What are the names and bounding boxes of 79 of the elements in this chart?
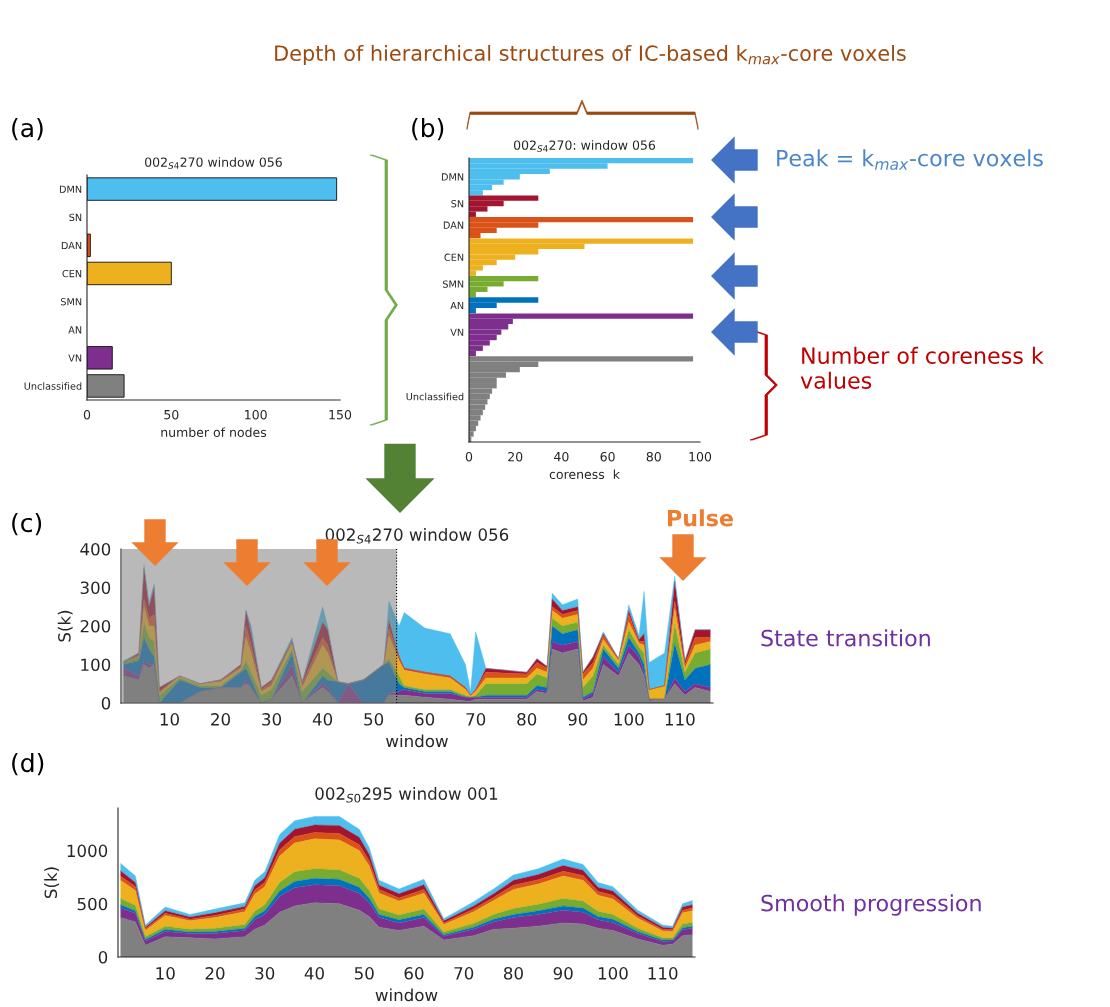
y-tick-label: DAN xyxy=(61,241,82,250)
text: State transition xyxy=(761,629,930,647)
x-axis-title: window xyxy=(375,988,438,1002)
x-tick-label: 40 xyxy=(312,713,333,726)
y-tick-label: 1000 xyxy=(67,844,108,858)
y-tick-label: 0 xyxy=(101,696,111,710)
x-tick-label: 60 xyxy=(404,967,424,980)
y-tick-label: Unclassified xyxy=(24,382,82,390)
text: Peak = k$_{max}$-core voxels xyxy=(777,149,1043,170)
y-tick-label: CEN xyxy=(444,253,464,261)
x-tick-label: 60 xyxy=(415,713,435,726)
x-tick-label: 70 xyxy=(454,967,474,980)
y-tick-label: DAN xyxy=(443,221,464,229)
x-tick-label: 100 xyxy=(614,713,644,726)
x-tick-label: 50 xyxy=(364,713,384,726)
x-tick-label: 100 xyxy=(245,409,267,420)
x-tick-label: 20 xyxy=(205,967,225,980)
text: Number of coreness k values xyxy=(800,346,1044,389)
y-tick-label: 300 xyxy=(80,581,111,595)
x-tick-label: 150 xyxy=(329,409,352,420)
x-tick-label: 110 xyxy=(665,713,695,726)
text: (b) xyxy=(412,117,444,141)
x-tick-label: 80 xyxy=(646,451,661,462)
x-tick-label: 60 xyxy=(600,451,615,462)
text: Smooth progression xyxy=(761,894,981,916)
text: (c) xyxy=(12,512,42,536)
y-tick-label: VN xyxy=(68,354,82,362)
x-tick-label: 110 xyxy=(648,967,678,980)
y-tick-label: DMN xyxy=(441,173,464,181)
y-tick-label: SN xyxy=(451,200,464,208)
x-axis-title: coreness k xyxy=(549,469,620,480)
x-tick-label: 40 xyxy=(304,967,324,980)
x-tick-label: 40 xyxy=(554,451,569,462)
bar xyxy=(87,261,172,286)
x-tick-label: 100 xyxy=(598,967,628,980)
x-tick-label: 90 xyxy=(568,713,588,726)
x-tick-label: 10 xyxy=(160,713,179,726)
y-tick-label: SMN xyxy=(60,298,82,306)
x-axis-title: number of nodes xyxy=(161,427,267,438)
text: Depth of hierarchical structures of IC-based k$_{max}$-core voxels xyxy=(275,44,906,66)
y-tick-label: 200 xyxy=(80,619,111,633)
y-tick-label: 500 xyxy=(77,897,108,911)
text: (a) xyxy=(12,117,43,141)
x-axis-title: window xyxy=(386,734,448,748)
x-tick-label: 50 xyxy=(354,967,374,980)
y-axis-title: S(k) xyxy=(44,867,60,899)
x-tick-label: 30 xyxy=(255,967,275,980)
y-tick-label: 0 xyxy=(98,950,108,964)
x-tick-label: 70 xyxy=(466,713,486,726)
y-tick-label: DMN xyxy=(59,185,82,193)
y-tick-label: AN xyxy=(68,326,82,334)
x-tick-label: 0 xyxy=(465,451,473,462)
y-tick-label: Unclassified xyxy=(406,392,464,401)
y-tick-label: SMN xyxy=(442,280,464,288)
chart-title: 002$_{S0}$295 window 001 xyxy=(315,787,498,803)
chart-title: 002$_{S4}$270 window 056 xyxy=(145,157,282,169)
text: Pulse xyxy=(668,509,733,527)
x-tick-label: 80 xyxy=(517,713,537,726)
x-tick-label: 90 xyxy=(553,967,573,980)
x-tick-label: 100 xyxy=(689,451,712,462)
y-tick-label: 100 xyxy=(81,658,111,672)
x-tick-label: 10 xyxy=(156,967,175,980)
chart-title: 002$_{S4}$270: window 056 xyxy=(513,140,656,152)
y-tick-label: VN xyxy=(450,328,464,336)
chart-title: 002$_{S4}$270 window 056 xyxy=(325,528,509,544)
y-axis-title: S(k) xyxy=(57,610,73,642)
y-tick-label: AN xyxy=(450,301,464,310)
x-tick-label: 20 xyxy=(211,713,231,726)
y-tick-label: SN xyxy=(69,213,82,222)
text: (d) xyxy=(12,752,44,776)
bar xyxy=(87,346,113,370)
x-tick-label: 30 xyxy=(262,713,282,726)
y-tick-label: CEN xyxy=(62,269,82,278)
x-tick-label: 20 xyxy=(508,451,523,462)
bar xyxy=(87,374,125,398)
x-tick-label: 80 xyxy=(503,967,523,980)
y-tick-label: 400 xyxy=(80,542,111,556)
x-tick-label: 50 xyxy=(164,409,179,420)
bar xyxy=(87,177,338,201)
